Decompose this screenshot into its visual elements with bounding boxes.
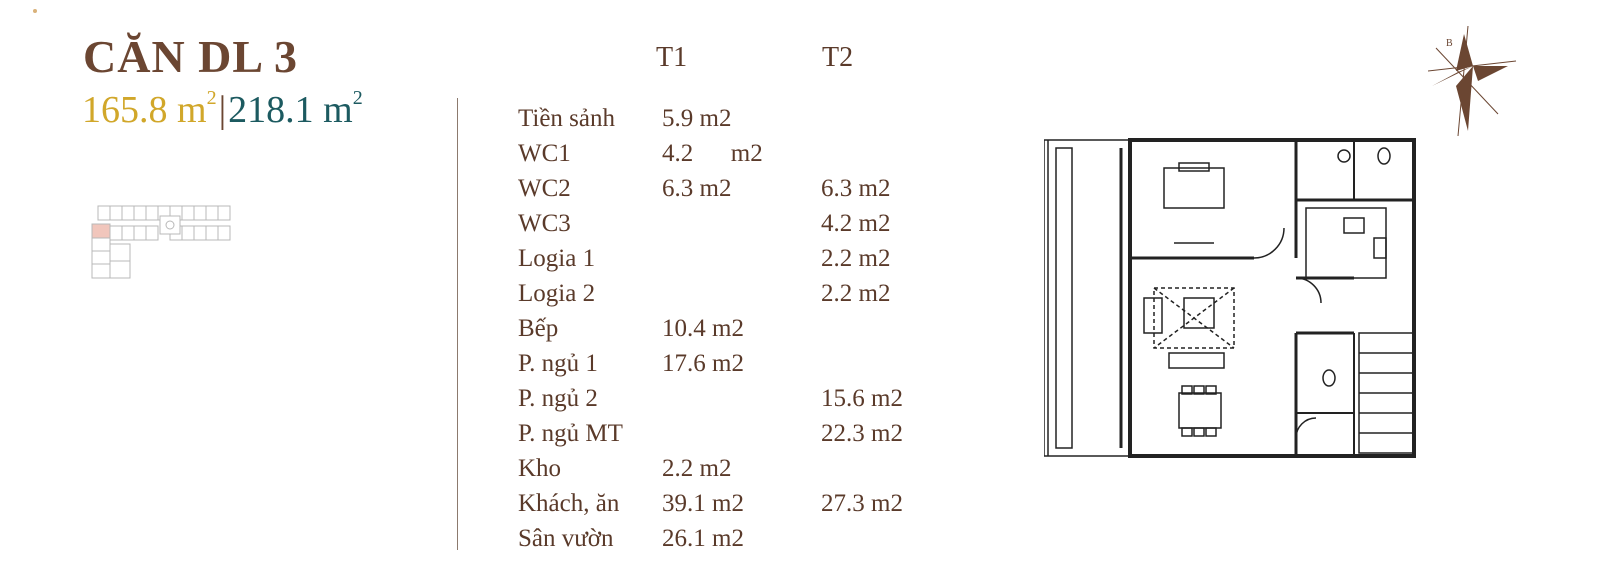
room-area-t2: 22.3 m2 — [821, 420, 903, 447]
floor-plan-drawing — [1044, 138, 1416, 458]
room-name: P. ngủ MT — [518, 420, 623, 447]
table-row: Bếp 10.4 m2 — [518, 311, 938, 346]
room-area-table: Tiền sảnh 5.9 m2 WC1 4.2 m2 WC2 6.3 m2 6.3 m… — [518, 101, 938, 556]
table-row: P. ngủ 1 17.6 m2 — [518, 346, 938, 381]
room-name: Kho — [518, 455, 562, 482]
compass-rose-icon: B — [1428, 26, 1517, 137]
table-row: Kho 2.2 m2 — [518, 451, 938, 486]
room-area-t2: 15.6 m2 — [821, 385, 903, 412]
room-area-t1: 5.9 m2 — [662, 105, 732, 132]
table-row: Khách, ăn 39.1 m2 27.3 m2 — [518, 486, 938, 521]
area-t2: 218.1 m2 — [228, 87, 363, 131]
area-t1: 165.8 m2 — [82, 87, 217, 131]
room-name: WC2 — [518, 175, 571, 202]
room-area-t1: 17.6 m2 — [662, 350, 744, 377]
compass-label: B — [1446, 38, 1453, 49]
room-area-t1: 4.2 m2 — [662, 140, 763, 167]
table-row: Sân vườn 26.1 m2 — [518, 521, 938, 556]
decorative-dot — [33, 9, 37, 13]
room-name: Logia 2 — [518, 280, 596, 307]
room-area-t2: 6.3 m2 — [821, 175, 891, 202]
key-plan-diagram — [91, 205, 231, 279]
highlighted-unit — [91, 223, 111, 239]
room-area-t1: 2.2 m2 — [662, 455, 732, 482]
room-name: P. ngủ 2 — [518, 385, 598, 412]
room-name: WC1 — [518, 140, 571, 167]
room-area-t1: 10.4 m2 — [662, 315, 744, 342]
unit-title: CĂN DL 3 — [83, 31, 299, 82]
room-name: P. ngủ 1 — [518, 350, 598, 377]
room-area-t2: 2.2 m2 — [821, 280, 891, 307]
vertical-divider — [457, 98, 458, 550]
column-header-t1: T1 — [656, 42, 688, 73]
room-name: Tiền sảnh — [518, 105, 616, 132]
room-name: Khách, ăn — [518, 490, 620, 517]
table-row: P. ngủ MT 22.3 m2 — [518, 416, 938, 451]
room-name: WC3 — [518, 210, 571, 237]
column-header-t2: T2 — [822, 42, 854, 73]
table-row: Logia 2 2.2 m2 — [518, 276, 938, 311]
table-row: Logia 1 2.2 m2 — [518, 241, 938, 276]
room-area-t1: 6.3 m2 — [662, 175, 732, 202]
table-row: Tiền sảnh 5.9 m2 — [518, 101, 938, 136]
room-name: Bếp — [518, 315, 559, 342]
room-area-t2: 27.3 m2 — [821, 490, 903, 517]
area-separator: | — [218, 89, 227, 131]
room-area-t2: 2.2 m2 — [821, 245, 891, 272]
room-name: Logia 1 — [518, 245, 596, 272]
unit-areas: 165.8 m2|218.1 m2 — [82, 87, 363, 132]
room-area-t2: 4.2 m2 — [821, 210, 891, 237]
table-row: WC1 4.2 m2 — [518, 136, 938, 171]
table-row: WC2 6.3 m2 6.3 m2 — [518, 171, 938, 206]
table-row: P. ngủ 2 15.6 m2 — [518, 381, 938, 416]
room-area-t1: 39.1 m2 — [662, 490, 744, 517]
room-area-t1: 26.1 m2 — [662, 525, 744, 552]
table-row: WC3 4.2 m2 — [518, 206, 938, 241]
room-name: Sân vườn — [518, 525, 614, 552]
